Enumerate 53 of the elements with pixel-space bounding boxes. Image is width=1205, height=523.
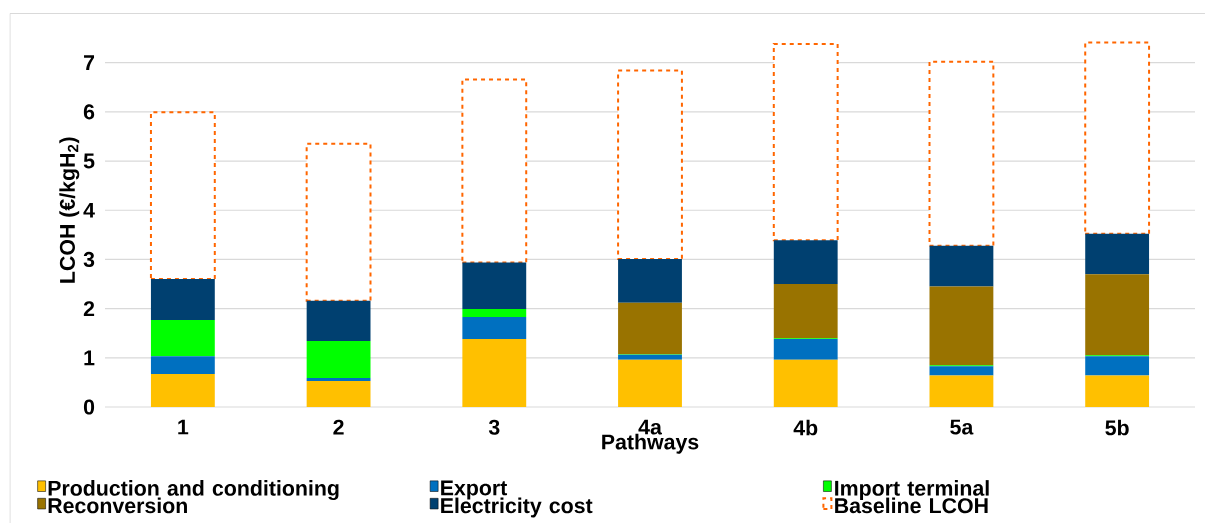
bar [1084, 41, 1151, 235]
bar [462, 316, 527, 340]
bar [929, 286, 994, 366]
bar [462, 339, 527, 407]
bar [149, 111, 216, 281]
bar [773, 339, 838, 360]
bar [773, 240, 838, 285]
x-tick-label: 1 [178, 419, 189, 435]
bar [461, 78, 528, 264]
bar [306, 377, 371, 381]
y-tick-label: 2 [83, 301, 95, 317]
y-tick-label: 5 [83, 153, 95, 169]
x-tick-label: 5a [950, 419, 974, 435]
x-tick-label: 2 [333, 419, 344, 435]
bar [306, 300, 371, 342]
bar [929, 375, 994, 407]
bar [618, 359, 682, 407]
bar [462, 309, 527, 317]
bar [928, 60, 995, 247]
legend-label: Reconversion [48, 497, 187, 514]
x-tick-label: 3 [488, 419, 500, 435]
bar [306, 341, 371, 378]
y-axis-title: LCOH (€/kgH$_{2}$) [59, 137, 80, 283]
bar [150, 319, 215, 357]
bar [150, 356, 215, 375]
bar [618, 258, 682, 303]
x-tick-label: 4b [793, 419, 818, 436]
bar [929, 245, 994, 287]
x-axis-title: Pathways [602, 433, 699, 454]
bar [1085, 375, 1150, 407]
bar [773, 284, 838, 339]
bar [150, 374, 215, 407]
bar [773, 359, 838, 407]
bar [618, 354, 682, 360]
bar [306, 380, 371, 407]
y-tick-label: 7 [84, 55, 95, 71]
y-tick-label: 4 [83, 202, 95, 218]
y-tick-label: 3 [83, 251, 95, 267]
bar [462, 262, 527, 310]
bar [305, 142, 372, 302]
bar [150, 279, 215, 320]
bar [1085, 356, 1150, 376]
bar [1085, 233, 1150, 275]
x-tick-label: 5b [1105, 419, 1129, 436]
x-tick-label: 4a [638, 419, 662, 435]
y-tick-label: 1 [84, 350, 95, 366]
bar [618, 302, 682, 355]
bar [929, 366, 994, 376]
y-tick-label: 6 [83, 104, 95, 120]
bar [772, 42, 839, 242]
bar [1085, 274, 1150, 356]
bar [617, 69, 683, 260]
y-tick-label: 0 [83, 399, 95, 415]
